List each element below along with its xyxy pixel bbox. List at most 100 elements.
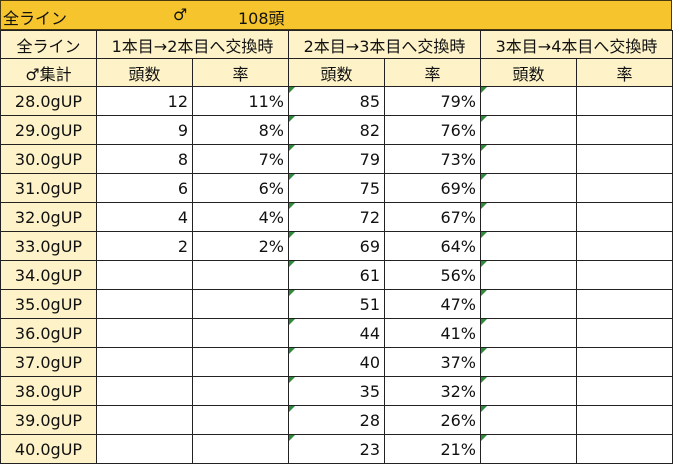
count-cell[interactable]: 82	[288, 115, 385, 145]
row-label-cell[interactable]: 29.0gUP	[0, 115, 97, 145]
rate-cell[interactable]: 41%	[384, 318, 481, 348]
count-cell[interactable]: 40	[288, 347, 385, 377]
count-cell[interactable]: 79	[288, 144, 385, 174]
count-cell[interactable]	[480, 347, 577, 377]
sub-header-rate[interactable]: 率	[384, 58, 481, 87]
rate-cell[interactable]: 32%	[384, 376, 481, 406]
count-cell[interactable]	[480, 376, 577, 406]
group-header-2-3[interactable]: 2本目→3本目へ交換時	[288, 30, 481, 59]
rate-cell[interactable]: 37%	[384, 347, 481, 377]
rate-cell[interactable]: 69%	[384, 173, 481, 203]
rate-cell[interactable]: 79%	[384, 86, 481, 116]
count-cell[interactable]	[480, 318, 577, 348]
row-label-cell[interactable]: 39.0gUP	[0, 405, 97, 435]
count-cell[interactable]	[480, 144, 577, 174]
corner-bottom-cell[interactable]: ♂集計	[0, 58, 97, 87]
title-row[interactable]: 全ライン ♂ 108頭	[0, 0, 672, 30]
count-cell[interactable]: 72	[288, 202, 385, 232]
row-label-cell[interactable]: 34.0gUP	[0, 260, 97, 290]
rate-cell[interactable]	[576, 318, 673, 348]
count-cell[interactable]	[96, 289, 193, 319]
rate-cell[interactable]: 47%	[384, 289, 481, 319]
rate-cell[interactable]	[576, 376, 673, 406]
rate-cell[interactable]	[192, 434, 289, 464]
count-cell[interactable]	[480, 405, 577, 435]
row-label-cell[interactable]: 28.0gUP	[0, 86, 97, 116]
count-cell[interactable]	[480, 173, 577, 203]
row-label-cell[interactable]: 38.0gUP	[0, 376, 97, 406]
rate-cell[interactable]: 4%	[192, 202, 289, 232]
rate-cell[interactable]	[192, 347, 289, 377]
count-cell[interactable]	[480, 202, 577, 232]
rate-cell[interactable]	[192, 318, 289, 348]
rate-cell[interactable]	[576, 260, 673, 290]
rate-cell[interactable]	[576, 86, 673, 116]
sub-header-count[interactable]: 頭数	[96, 58, 193, 87]
count-cell[interactable]: 85	[288, 86, 385, 116]
rate-cell[interactable]: 6%	[192, 173, 289, 203]
row-label-cell[interactable]: 40.0gUP	[0, 434, 97, 464]
rate-cell[interactable]: 2%	[192, 231, 289, 261]
group-header-1-2[interactable]: 1本目→2本目へ交換時	[96, 30, 289, 59]
row-label-cell[interactable]: 30.0gUP	[0, 144, 97, 174]
count-cell[interactable]: 28	[288, 405, 385, 435]
rate-cell[interactable]: 64%	[384, 231, 481, 261]
rate-cell[interactable]	[192, 289, 289, 319]
rate-cell[interactable]	[576, 231, 673, 261]
count-cell[interactable]: 23	[288, 434, 385, 464]
row-label-cell[interactable]: 33.0gUP	[0, 231, 97, 261]
rate-cell[interactable]: 26%	[384, 405, 481, 435]
sub-header-rate[interactable]: 率	[576, 58, 673, 87]
rate-cell[interactable]	[192, 405, 289, 435]
count-cell[interactable]	[96, 347, 193, 377]
rate-cell[interactable]	[576, 115, 673, 145]
count-cell[interactable]	[480, 289, 577, 319]
rate-cell[interactable]: 73%	[384, 144, 481, 174]
row-label-cell[interactable]: 35.0gUP	[0, 289, 97, 319]
corner-top-cell[interactable]: 全ライン	[0, 30, 97, 59]
sub-header-rate[interactable]: 率	[192, 58, 289, 87]
count-cell[interactable]	[96, 434, 193, 464]
count-cell[interactable]	[480, 231, 577, 261]
count-cell[interactable]: 2	[96, 231, 193, 261]
rate-cell[interactable]	[576, 405, 673, 435]
count-cell[interactable]	[480, 115, 577, 145]
sub-header-count[interactable]: 頭数	[288, 58, 385, 87]
rate-cell[interactable]: 67%	[384, 202, 481, 232]
rate-cell[interactable]: 8%	[192, 115, 289, 145]
rate-cell[interactable]	[192, 260, 289, 290]
count-cell[interactable]	[480, 260, 577, 290]
count-cell[interactable]: 35	[288, 376, 385, 406]
count-cell[interactable]	[96, 405, 193, 435]
count-cell[interactable]	[480, 434, 577, 464]
rate-cell[interactable]	[576, 202, 673, 232]
rate-cell[interactable]	[576, 347, 673, 377]
count-cell[interactable]: 6	[96, 173, 193, 203]
rate-cell[interactable]	[192, 376, 289, 406]
rate-cell[interactable]	[576, 434, 673, 464]
rate-cell[interactable]: 56%	[384, 260, 481, 290]
count-cell[interactable]: 75	[288, 173, 385, 203]
row-label-cell[interactable]: 32.0gUP	[0, 202, 97, 232]
count-cell[interactable]: 51	[288, 289, 385, 319]
rate-cell[interactable]: 7%	[192, 144, 289, 174]
count-cell[interactable]: 44	[288, 318, 385, 348]
rate-cell[interactable]: 21%	[384, 434, 481, 464]
rate-cell[interactable]	[576, 144, 673, 174]
sub-header-count[interactable]: 頭数	[480, 58, 577, 87]
rate-cell[interactable]: 76%	[384, 115, 481, 145]
group-header-3-4[interactable]: 3本目→4本目へ交換時	[480, 30, 673, 59]
count-cell[interactable]	[96, 260, 193, 290]
count-cell[interactable]: 9	[96, 115, 193, 145]
count-cell[interactable]: 4	[96, 202, 193, 232]
count-cell[interactable]: 12	[96, 86, 193, 116]
count-cell[interactable]: 69	[288, 231, 385, 261]
count-cell[interactable]	[96, 376, 193, 406]
row-label-cell[interactable]: 31.0gUP	[0, 173, 97, 203]
count-cell[interactable]: 8	[96, 144, 193, 174]
rate-cell[interactable]	[576, 173, 673, 203]
rate-cell[interactable]: 11%	[192, 86, 289, 116]
rate-cell[interactable]	[576, 289, 673, 319]
row-label-cell[interactable]: 37.0gUP	[0, 347, 97, 377]
row-label-cell[interactable]: 36.0gUP	[0, 318, 97, 348]
